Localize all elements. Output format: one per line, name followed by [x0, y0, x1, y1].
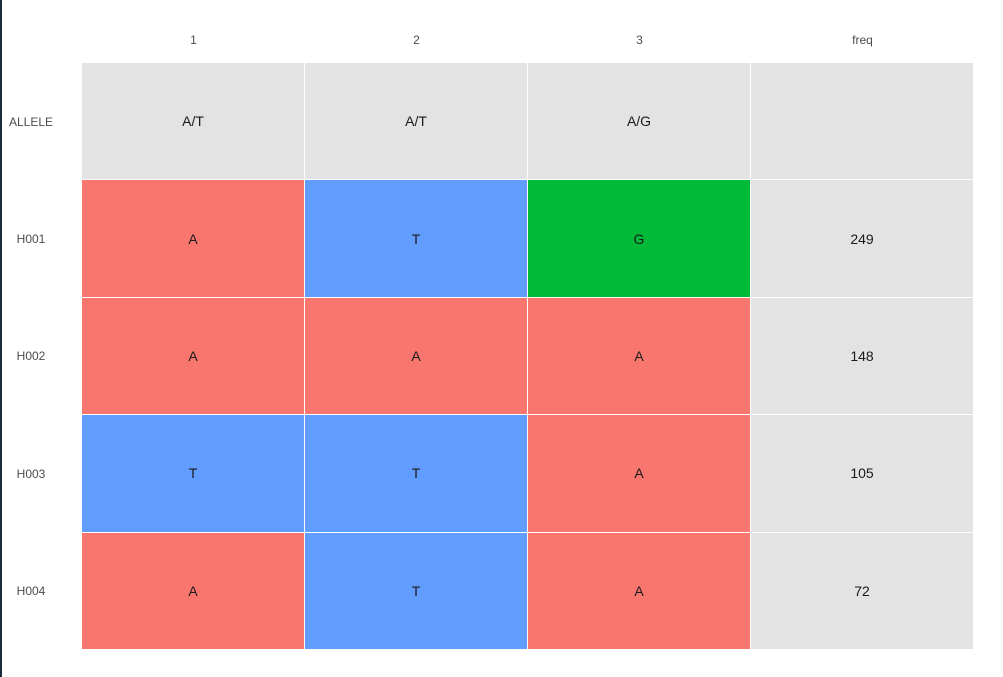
- column-label-1: 1: [190, 33, 197, 47]
- heatmap-cell-h003-3: A: [528, 415, 750, 532]
- heatmap-cell-h003-2: T: [305, 415, 527, 532]
- heatmap-cell-h002-1: A: [82, 297, 304, 415]
- heatmap-cell-h002-freq: 148: [751, 297, 973, 415]
- row-label-h001: H001: [16, 231, 46, 246]
- column-label-freq: freq: [852, 33, 873, 47]
- heatmap-cell-allele-3: A/G: [528, 63, 750, 180]
- window-edge: [0, 0, 2, 677]
- heatmap-cell-h004-1: A: [82, 532, 304, 649]
- heatmap-cell-allele-2: A/T: [305, 63, 527, 180]
- heatmap-cell-allele-1: A/T: [82, 63, 304, 180]
- row-label-h003: H003: [16, 466, 46, 481]
- heatmap-cell-h001-2: T: [305, 180, 527, 297]
- heatmap-cell-h002-2: A: [305, 297, 527, 415]
- heatmap-cell-h003-freq: 105: [751, 415, 973, 532]
- heatmap-cell-h004-3: A: [528, 532, 750, 649]
- row-label-allele: ALLELE: [8, 114, 54, 129]
- heatmap-cell-allele-freq: [751, 63, 973, 180]
- heatmap-cell-h002-3: A: [528, 297, 750, 415]
- heatmap-cell-h003-1: T: [82, 415, 304, 532]
- heatmap-cell-h001-freq: 249: [751, 180, 973, 297]
- heatmap-cell-h001-3: G: [528, 180, 750, 297]
- row-label-h002: H002: [16, 349, 46, 364]
- column-label-2: 2: [413, 33, 420, 47]
- heatmap-cell-h004-freq: 72: [751, 532, 973, 649]
- heatmap-cell-h004-2: T: [305, 532, 527, 649]
- row-label-h004: H004: [16, 584, 46, 599]
- column-label-3: 3: [636, 33, 643, 47]
- heatmap-cell-h001-1: A: [82, 180, 304, 297]
